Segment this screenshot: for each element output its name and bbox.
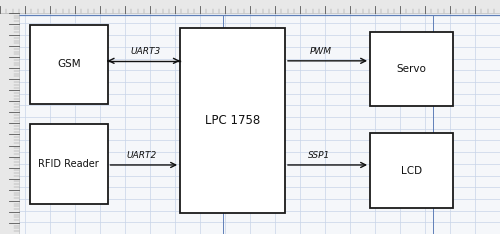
Text: PWM: PWM [310, 47, 332, 56]
Text: LPC 1758: LPC 1758 [205, 114, 260, 127]
Bar [0, 0, 500, 13]
Text: RFID Reader: RFID Reader [38, 159, 99, 169]
Bar [370, 32, 452, 106]
Text: LCD: LCD [400, 166, 422, 176]
Bar [30, 25, 108, 104]
Bar [0, 13, 19, 234]
Bar [370, 133, 452, 208]
Bar [30, 124, 108, 204]
Text: UART3: UART3 [130, 47, 160, 56]
Bar [180, 28, 285, 213]
Text: GSM: GSM [57, 59, 80, 69]
Text: SSP1: SSP1 [308, 151, 330, 160]
Text: UART2: UART2 [126, 151, 157, 160]
Text: Servo: Servo [396, 64, 426, 74]
